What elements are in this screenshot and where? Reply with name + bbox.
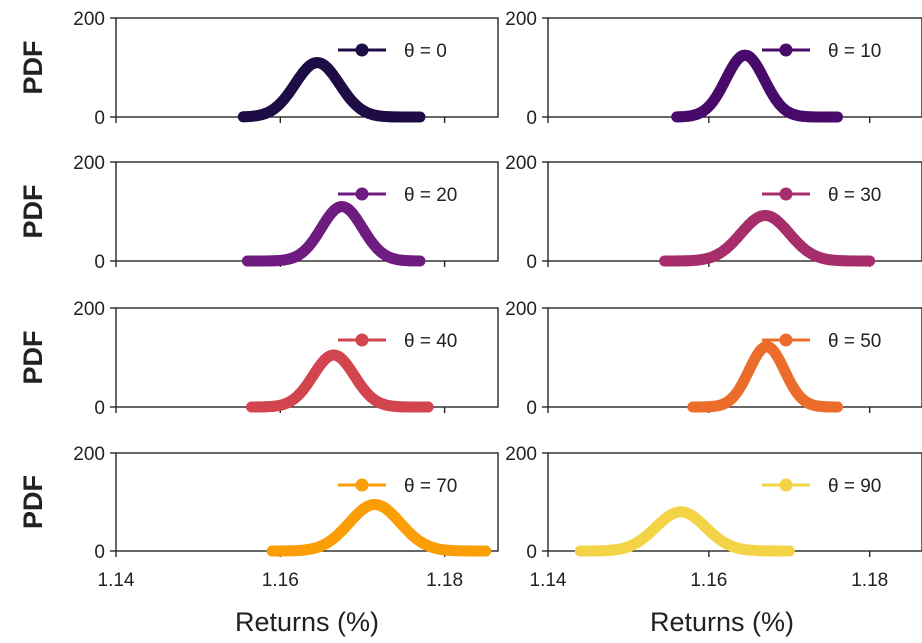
legend-label: θ = 50 [828,331,881,352]
panel-6: 0 200 θ = 50 [505,299,922,419]
series-points [246,349,434,413]
x-tick-label: 1.14 [98,570,135,591]
y-tick-label: 0 [94,108,105,129]
y-tick-label: 0 [526,542,537,563]
legend-label: θ = 30 [828,185,881,206]
series-points [687,341,843,413]
legend-label: θ = 40 [404,331,457,352]
x-axis-label: Returns (%) [650,607,794,637]
panel-4: 0 200 θ = 30 [505,153,922,273]
x-tick-label: 1.16 [690,570,727,591]
legend-marker [779,478,793,492]
panel-frame [115,17,499,118]
x-tick-label: 1.14 [530,570,567,591]
panel-8: 0 200 1.14 1.16 1.18 θ = 90 [505,444,922,591]
y-tick-label: 0 [94,542,105,563]
x-tick-label: 1.16 [262,570,299,591]
y-tick-label: 200 [505,299,537,320]
series-points [574,506,795,557]
y-tick-label: 200 [73,444,105,465]
y-tick-label: 200 [73,9,105,30]
y-axis-label: PDF [18,185,48,239]
y-tick-label: 0 [94,398,105,419]
panel-1: 0 200 θ = 0 [73,9,499,129]
legend-label: θ = 90 [828,476,881,497]
legend-marker [355,478,369,492]
legend-label: θ = 70 [404,476,457,497]
series-points [237,57,426,123]
y-axis-label: PDF [18,475,48,529]
data-point [414,255,426,267]
y-tick-label: 0 [526,252,537,273]
legend-marker [355,43,369,57]
panel-2: 0 200 θ = 10 [505,9,922,129]
series-points [671,49,843,123]
legend-label: θ = 0 [404,41,447,62]
y-tick-label: 200 [505,9,537,30]
x-tick-label: 1.18 [851,570,888,591]
y-tick-label: 200 [505,153,537,174]
legend-marker [355,187,369,201]
panel-7: 0 200 1.14 1.16 1.18 θ = 70 [73,444,499,591]
legend-label: θ = 20 [404,185,457,206]
panel-frame [547,17,922,118]
x-tick-label: 1.18 [426,570,463,591]
data-point [414,111,426,123]
legend-label: θ = 10 [828,41,881,62]
y-axis-label: PDF [18,41,48,95]
panel-frame [115,452,499,552]
x-axis-label: Returns (%) [235,607,379,637]
panel-frame [547,161,922,262]
y-tick-label: 200 [73,153,105,174]
series-points [266,499,492,557]
series-points [241,201,426,267]
y-axis-label: PDF [18,331,48,385]
panel-5: 0 200 θ = 40 [73,299,499,419]
data-point [832,111,843,123]
y-tick-label: 0 [526,398,537,419]
data-point [422,401,434,413]
y-tick-label: 0 [94,252,105,273]
panel-frame [547,307,922,408]
data-point [864,255,876,267]
panel-3: 0 200 θ = 20 [73,153,499,273]
panel-frame [115,307,499,408]
data-point [480,545,492,557]
data-point [832,401,843,413]
legend-marker [779,43,793,57]
panel-frame [547,452,922,552]
panel-frame [115,161,499,262]
y-tick-label: 200 [505,444,537,465]
legend-marker [779,187,793,201]
y-tick-label: 200 [73,299,105,320]
data-point [783,545,795,557]
y-tick-label: 0 [526,108,537,129]
legend-marker [779,333,793,347]
legend-marker [355,333,369,347]
series-points [659,210,876,267]
